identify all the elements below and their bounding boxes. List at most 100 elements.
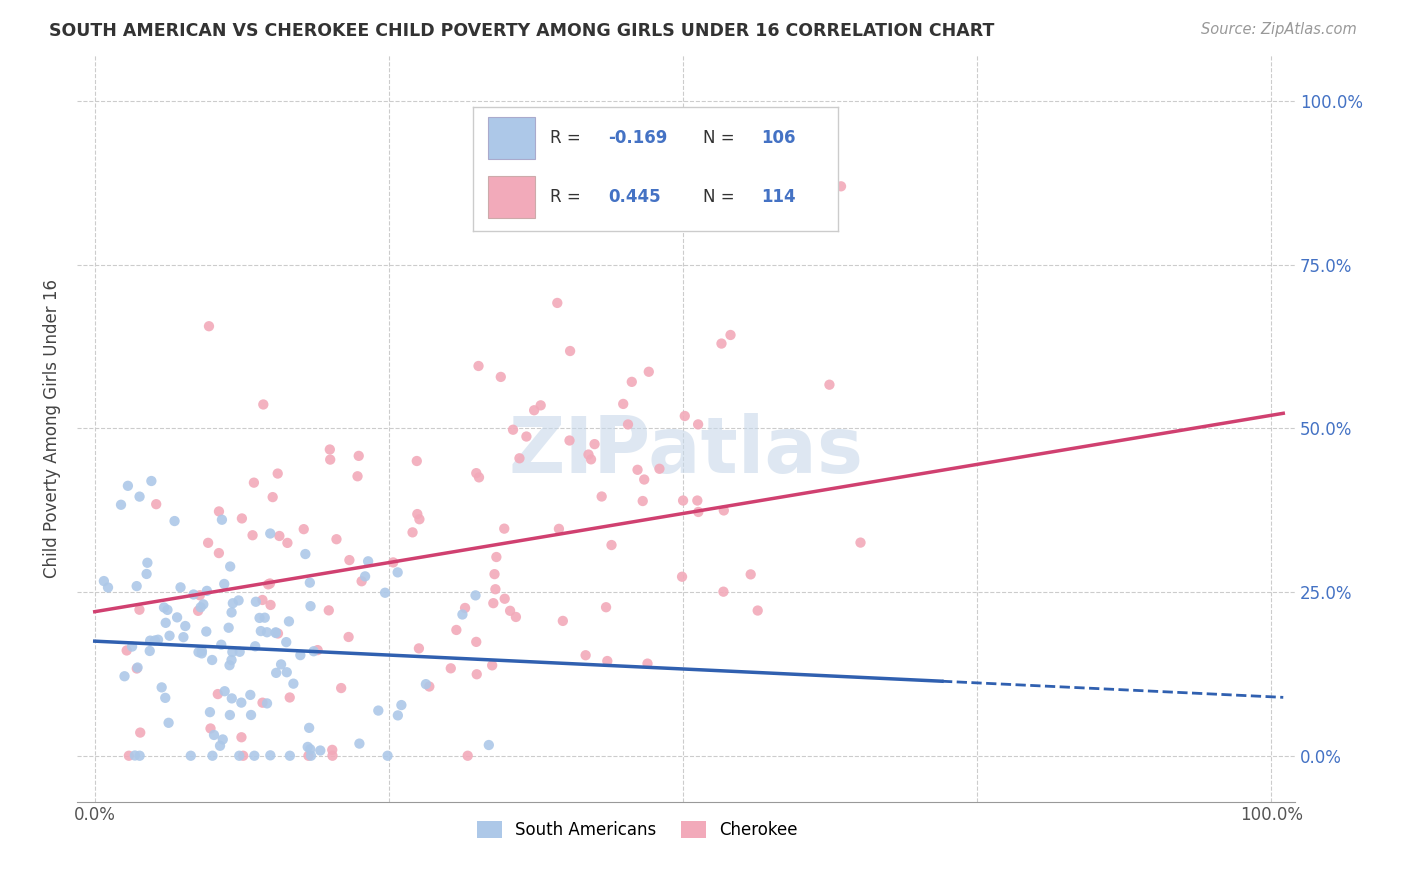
- Point: [243, 748, 266, 763]
- Point: [298, 575, 321, 590]
- Point: [408, 512, 430, 526]
- Point: [209, 638, 232, 652]
- Point: [159, 629, 181, 643]
- Point: [257, 577, 280, 591]
- Point: [190, 600, 212, 615]
- Point: [482, 596, 505, 610]
- Point: [183, 587, 205, 601]
- Point: [218, 621, 240, 635]
- Point: [720, 328, 742, 343]
- Point: [485, 549, 508, 564]
- Point: [180, 748, 202, 763]
- Point: [155, 615, 177, 630]
- Point: [155, 690, 177, 705]
- Point: [346, 469, 368, 483]
- Point: [321, 748, 343, 763]
- Point: [259, 748, 281, 763]
- Point: [174, 619, 197, 633]
- Point: [648, 462, 671, 476]
- Point: [219, 559, 242, 574]
- Point: [457, 748, 479, 763]
- Point: [190, 647, 212, 661]
- Point: [294, 547, 316, 561]
- Point: [207, 687, 229, 701]
- Point: [818, 377, 841, 392]
- Point: [228, 645, 250, 659]
- Point: [270, 657, 292, 672]
- Point: [298, 721, 321, 735]
- Point: [633, 473, 655, 487]
- Point: [292, 522, 315, 536]
- Point: [138, 644, 160, 658]
- Point: [464, 588, 486, 602]
- Point: [128, 490, 150, 504]
- Point: [115, 643, 138, 657]
- Point: [515, 429, 537, 443]
- Point: [558, 344, 581, 359]
- Point: [214, 684, 236, 698]
- Y-axis label: Child Poverty Among Girls Under 16: Child Poverty Among Girls Under 16: [44, 279, 60, 578]
- Point: [673, 409, 696, 423]
- Point: [198, 705, 221, 719]
- Point: [591, 490, 613, 504]
- Point: [747, 603, 769, 617]
- Point: [267, 467, 290, 481]
- Point: [128, 603, 150, 617]
- Point: [672, 493, 695, 508]
- Point: [256, 697, 278, 711]
- Point: [93, 574, 115, 588]
- Point: [232, 748, 254, 763]
- Point: [172, 630, 194, 644]
- Point: [191, 644, 214, 658]
- Point: [231, 511, 253, 525]
- Point: [579, 452, 602, 467]
- Point: [387, 566, 409, 580]
- Point: [97, 581, 120, 595]
- Point: [408, 641, 430, 656]
- Point: [387, 708, 409, 723]
- Point: [484, 567, 506, 582]
- Point: [208, 504, 231, 518]
- Text: SOUTH AMERICAN VS CHEROKEE CHILD POVERTY AMONG GIRLS UNDER 16 CORRELATION CHART: SOUTH AMERICAN VS CHEROKEE CHILD POVERTY…: [49, 22, 994, 40]
- Point: [250, 624, 273, 638]
- Point: [551, 614, 574, 628]
- Point: [264, 625, 287, 640]
- Point: [117, 479, 139, 493]
- Point: [221, 645, 243, 659]
- Point: [276, 635, 298, 649]
- Point: [146, 632, 169, 647]
- Point: [169, 580, 191, 594]
- Point: [259, 598, 281, 612]
- Point: [523, 403, 546, 417]
- Point: [405, 454, 427, 468]
- Point: [671, 570, 693, 584]
- Point: [357, 554, 380, 568]
- Point: [200, 722, 222, 736]
- Point: [208, 739, 231, 753]
- Point: [349, 737, 371, 751]
- Point: [499, 604, 522, 618]
- Point: [110, 498, 132, 512]
- Point: [451, 607, 474, 622]
- Point: [141, 474, 163, 488]
- Point: [484, 582, 506, 597]
- Point: [325, 532, 347, 546]
- Point: [121, 640, 143, 654]
- Point: [637, 657, 659, 671]
- Point: [114, 669, 136, 683]
- Point: [276, 536, 298, 550]
- Point: [401, 525, 423, 540]
- Point: [240, 708, 263, 723]
- Point: [253, 610, 276, 624]
- Point: [208, 546, 231, 560]
- Point: [465, 635, 488, 649]
- Point: [125, 661, 148, 675]
- Point: [299, 599, 322, 614]
- Point: [502, 423, 524, 437]
- Point: [239, 688, 262, 702]
- Point: [446, 623, 468, 637]
- Point: [127, 660, 149, 674]
- Point: [242, 528, 264, 542]
- Point: [124, 748, 146, 763]
- Point: [228, 748, 250, 763]
